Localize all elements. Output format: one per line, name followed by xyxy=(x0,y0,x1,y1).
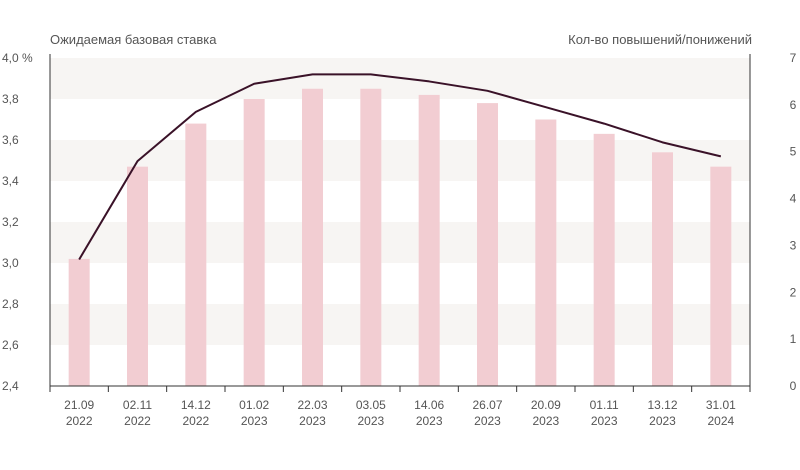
x-tick-label-date: 14.06 xyxy=(414,398,444,412)
bar-2 xyxy=(185,123,207,386)
grid-band xyxy=(50,222,750,263)
left-tick-label: 2,8 xyxy=(2,297,19,311)
right-tick-label: 0 xyxy=(790,379,797,393)
bar-11 xyxy=(710,166,732,386)
x-tick-label-year: 2024 xyxy=(707,414,734,428)
x-tick-label-date: 20.09 xyxy=(531,398,561,412)
right-tick-label: 3 xyxy=(790,238,797,252)
right-tick-label: 6 xyxy=(790,98,797,112)
series-line xyxy=(78,73,722,260)
x-tick-label-year: 2023 xyxy=(532,414,559,428)
x-tick-label-year: 2023 xyxy=(649,414,676,428)
left-tick-label: 2,4 xyxy=(2,379,19,393)
x-tick-label-year: 2022 xyxy=(182,414,209,428)
bar-3 xyxy=(243,99,265,386)
right-tick-label: 5 xyxy=(790,145,797,159)
left-tick-label: 3,0 xyxy=(2,256,19,270)
x-tick-label-year: 2022 xyxy=(124,414,151,428)
x-tick-label-year: 2023 xyxy=(357,414,384,428)
x-tick-label-year: 2023 xyxy=(474,414,501,428)
right-axis-title: Кол-во повышений/понижений xyxy=(568,32,752,47)
bar-0 xyxy=(68,258,90,386)
bar-7 xyxy=(477,103,498,386)
right-tick-label: 7 xyxy=(790,51,797,65)
left-tick-label: 3,4 xyxy=(2,174,19,188)
bar-1 xyxy=(127,166,148,386)
left-tick-label: 2,6 xyxy=(2,338,19,352)
x-tick-label-date: 13.12 xyxy=(647,398,677,412)
bar-9 xyxy=(593,133,615,386)
bar-6 xyxy=(418,94,440,387)
x-tick-label-date: 03.05 xyxy=(356,398,386,412)
left-tick-label: 4,0 % xyxy=(2,51,33,65)
left-tick-label: 3,8 xyxy=(2,92,19,106)
right-tick-label: 1 xyxy=(790,332,797,346)
x-tick-label-date: 01.02 xyxy=(239,398,269,412)
x-tick-label-year: 2023 xyxy=(299,414,326,428)
x-tick-label-date: 31.01 xyxy=(706,398,736,412)
bar-10 xyxy=(652,152,673,386)
bar-8 xyxy=(535,119,557,386)
right-tick-label: 4 xyxy=(790,192,797,206)
x-tick-label-date: 22.03 xyxy=(297,398,327,412)
grid-band xyxy=(50,140,750,181)
x-tick-label-date: 02.11 xyxy=(123,398,152,412)
right-tick-label: 2 xyxy=(790,285,797,299)
bar-5 xyxy=(360,88,382,386)
grid-band xyxy=(50,304,750,345)
left-axis-title: Ожидаемая базовая ставка xyxy=(50,32,217,47)
x-tick-label-year: 2023 xyxy=(416,414,443,428)
x-tick-label-year: 2023 xyxy=(241,414,268,428)
x-tick-label-year: 2022 xyxy=(66,414,93,428)
left-tick-label: 3,6 xyxy=(2,133,19,147)
left-tick-label: 3,2 xyxy=(2,215,19,229)
x-tick-label-date: 21.09 xyxy=(64,398,94,412)
x-tick-label-date: 14.12 xyxy=(181,398,211,412)
x-tick-label-date: 26.07 xyxy=(472,398,502,412)
bar-4 xyxy=(302,88,323,386)
x-tick-label-year: 2023 xyxy=(591,414,618,428)
x-tick-label-date: 01.11 xyxy=(590,398,619,412)
